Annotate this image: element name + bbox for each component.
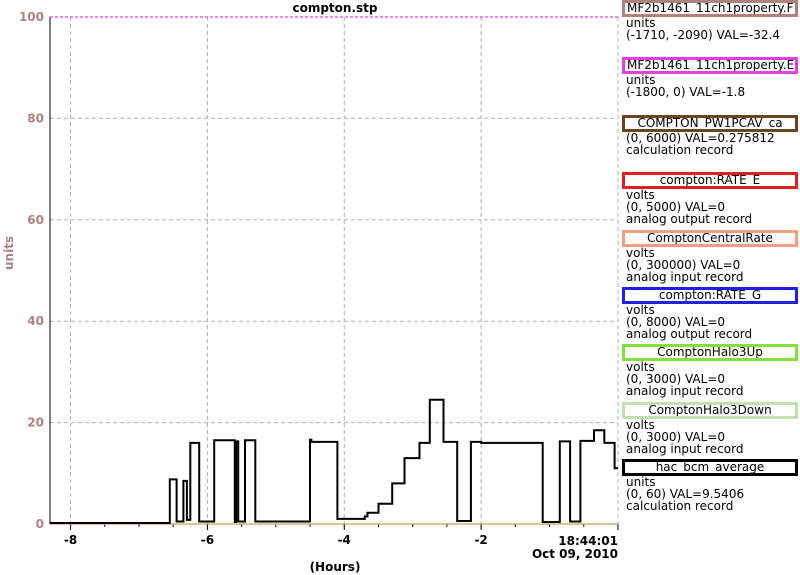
- series-line-hac-bcm-average: [50, 398, 618, 524]
- legend-info-line: (0, 5000) VAL=0: [626, 200, 726, 215]
- legend-info-line: volts: [626, 302, 655, 317]
- legend-info-line: (0, 3000) VAL=0: [626, 429, 726, 444]
- y-tick-label: 80: [27, 111, 44, 125]
- legend-entry: COMPTON_PW1PCAV_ca (0, 6000) VAL=0.275812…: [622, 114, 800, 172]
- legend-info-line: (-1710, -2090) VAL=-32.4: [626, 28, 780, 42]
- y-tick-label: 60: [27, 213, 44, 227]
- legend-entry: ComptonHalo3Down volts (0, 3000) VAL=0 anal…: [622, 401, 800, 459]
- timestamp-time: 18:44:01: [558, 534, 618, 548]
- y-tick-label: 20: [27, 416, 44, 430]
- legend-pv-button[interactable]: MF2b1461_11ch1property.E: [622, 57, 798, 75]
- legend-info-line: (0, 300000) VAL=0: [626, 257, 741, 272]
- legend-info-line: analog output record: [626, 212, 753, 227]
- legend-pv-button[interactable]: ComptonCentralRate: [622, 229, 798, 247]
- legend-info-line: analog input record: [626, 384, 744, 399]
- legend-info-line: volts: [626, 245, 655, 260]
- x-tick-label: -4: [338, 533, 351, 547]
- legend-pv-button[interactable]: compton:RATE_G: [622, 286, 798, 304]
- legend-info-line: (0, 60) VAL=9.5406: [626, 487, 745, 502]
- legend-info-line: calculation record: [626, 142, 734, 157]
- legend-info-line: volts: [626, 188, 655, 203]
- legend-info-line: (0, 8000) VAL=0: [626, 314, 726, 329]
- legend-pv-button[interactable]: MF2b1461_11ch1property.F: [622, 0, 798, 17]
- plot-timestamp: 18:44:01 Oct 09, 2010: [500, 535, 618, 561]
- y-tick-label: 0: [36, 517, 44, 531]
- legend-entry: MF2b1461_11ch1property.E units (-1800, 0) …: [622, 57, 800, 114]
- legend-info-line: units: [626, 16, 656, 30]
- legend-info-line: units: [626, 73, 656, 88]
- legend-entry: ComptonHalo3Up volts (0, 3000) VAL=0 analog…: [622, 344, 800, 401]
- legend-entry: hac_bcm_average units (0, 60) VAL=9.5406 ca…: [622, 459, 800, 516]
- legend-pv-button[interactable]: COMPTON_PW1PCAV_ca: [622, 114, 798, 132]
- plot-title: compton.stp: [292, 1, 378, 15]
- legend-info-line: volts: [626, 360, 655, 375]
- legend-pv-button[interactable]: ComptonHalo3Down: [622, 401, 798, 419]
- legend-pv-button[interactable]: hac_bcm_average: [622, 459, 798, 477]
- y-tick-label: 40: [27, 314, 44, 328]
- y-tick-label: 100: [19, 10, 44, 24]
- legend-pv-button[interactable]: ComptonHalo3Up: [622, 344, 798, 362]
- legend-info-line: volts: [626, 417, 655, 432]
- legend-info-line: analog input record: [626, 441, 744, 456]
- legend-info-line: calculation record: [626, 499, 734, 514]
- legend-info-line: (0, 6000) VAL=0.275812: [626, 130, 775, 145]
- x-tick-label: -2: [474, 533, 487, 547]
- x-tick-label: -6: [201, 533, 214, 547]
- legend-info-line: units: [626, 475, 656, 490]
- legend-panel: MF2b1461_11ch1property.F units (-1710, -20…: [622, 0, 800, 517]
- y-axis-label: units: [2, 235, 16, 270]
- legend-info-line: (-1800, 0) VAL=-1.8: [626, 85, 746, 100]
- legend-info-line: analog output record: [626, 326, 753, 341]
- x-axis-label: (Hours): [309, 560, 361, 574]
- legend-info-line: analog input record: [626, 269, 744, 284]
- legend-entry: compton:RATE_G volts (0, 8000) VAL=0 analog…: [622, 286, 800, 344]
- x-tick-label: -8: [64, 533, 77, 547]
- timestamp-date: Oct 09, 2010: [531, 547, 618, 561]
- legend-entry: ComptonCentralRate volts (0, 300000) VAL=0…: [622, 229, 800, 287]
- legend-info-line: (0, 3000) VAL=0: [626, 372, 726, 387]
- legend-pv-button[interactable]: compton:RATE_E: [622, 172, 798, 190]
- legend-entry: compton:RATE_E volts (0, 5000) VAL=0 analog…: [622, 172, 800, 229]
- legend-entry: MF2b1461_11ch1property.F units (-1710, -20…: [622, 0, 800, 57]
